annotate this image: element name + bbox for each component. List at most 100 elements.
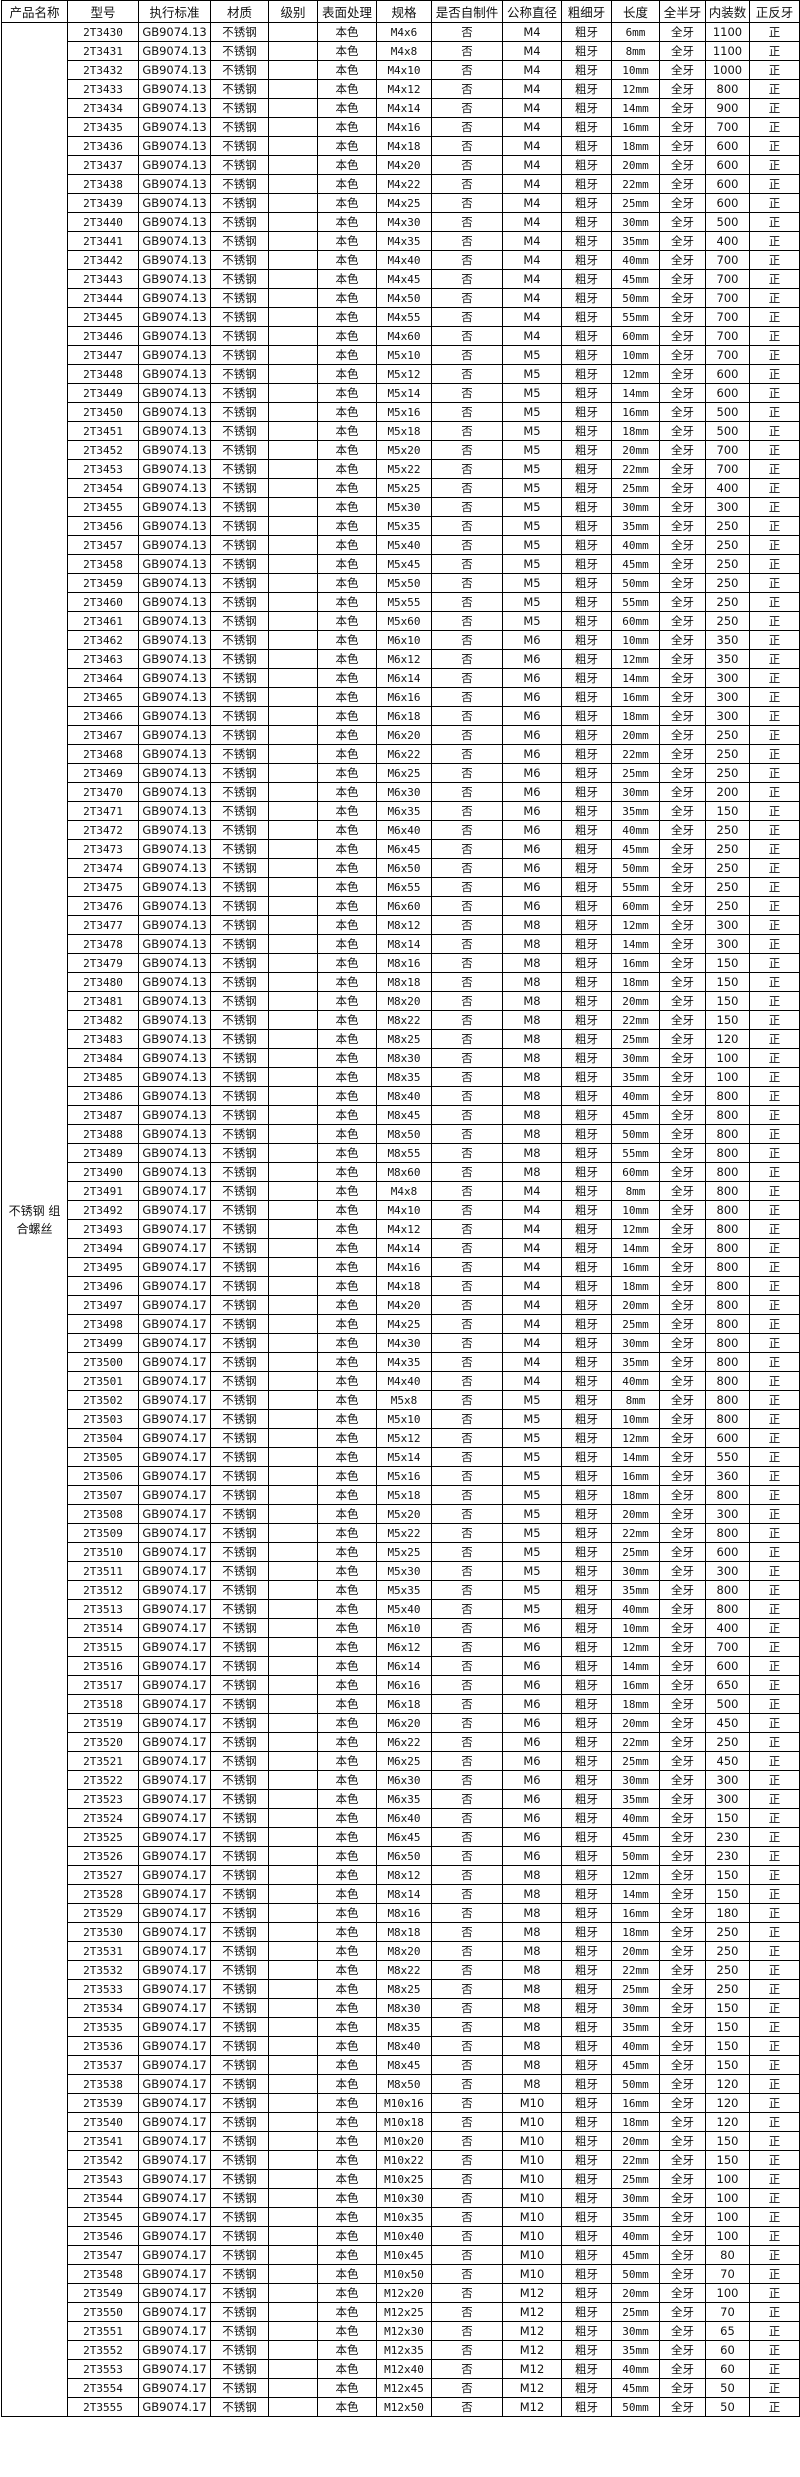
direction-cell: 正 — [749, 1504, 800, 1524]
surface-cell: 本色 — [317, 2131, 377, 2151]
model-cell: 2T3509 — [67, 1523, 139, 1543]
spec-cell: M12x30 — [376, 2321, 432, 2341]
length-cell: 12mm — [611, 1865, 660, 1885]
diameter-cell: M5 — [502, 1504, 562, 1524]
model-cell: 2T3453 — [67, 459, 139, 479]
quantity-cell: 150 — [705, 1865, 750, 1885]
header-length: 长度 — [611, 0, 660, 23]
grade-cell — [268, 2112, 318, 2132]
quantity-cell: 600 — [705, 174, 750, 194]
quantity-cell: 250 — [705, 744, 750, 764]
direction-cell: 正 — [749, 630, 800, 650]
diameter-cell: M8 — [502, 1067, 562, 1087]
full-half-cell: 全牙 — [659, 953, 706, 973]
quantity-cell: 100 — [705, 2283, 750, 2303]
table-row: 2T3473 GB9074.13 不锈钢 本色 M6x45 否 M6 粗牙 45mm 全牙 250 正 — [2, 839, 800, 859]
thread-cell: 粗牙 — [561, 763, 612, 783]
length-cell: 14mm — [611, 1656, 660, 1676]
spec-cell: M4x8 — [376, 1181, 432, 1201]
model-cell: 2T3520 — [67, 1732, 139, 1752]
thread-cell: 粗牙 — [561, 440, 612, 460]
standard-cell: GB9074.17 — [138, 1656, 211, 1676]
surface-cell: 本色 — [317, 1466, 377, 1486]
grade-cell — [268, 1390, 318, 1410]
spec-cell: M10x40 — [376, 2226, 432, 2246]
model-cell: 2T3480 — [67, 972, 139, 992]
length-cell: 14mm — [611, 1238, 660, 1258]
model-cell: 2T3542 — [67, 2150, 139, 2170]
self-made-cell: 否 — [431, 1447, 503, 1467]
grade-cell — [268, 1352, 318, 1372]
length-cell: 16mm — [611, 687, 660, 707]
material-cell: 不锈钢 — [210, 1124, 269, 1144]
thread-cell: 粗牙 — [561, 1238, 612, 1258]
spec-cell: M6x45 — [376, 1827, 432, 1847]
material-cell: 不锈钢 — [210, 1371, 269, 1391]
direction-cell: 正 — [749, 2017, 800, 2037]
quantity-cell: 230 — [705, 1846, 750, 1866]
self-made-cell: 否 — [431, 1808, 503, 1828]
surface-cell: 本色 — [317, 1067, 377, 1087]
table-row: 2T3552 GB9074.17 不锈钢 本色 M12x35 否 M12 粗牙 35mm 全牙 60… — [2, 2340, 800, 2360]
standard-cell: GB9074.17 — [138, 1998, 211, 2018]
material-cell: 不锈钢 — [210, 2207, 269, 2227]
direction-cell: 正 — [749, 1105, 800, 1125]
length-cell: 40mm — [611, 1599, 660, 1619]
table-row: 2T3486 GB9074.13 不锈钢 本色 M8x40 否 M8 粗牙 40mm 全牙 800 正 — [2, 1086, 800, 1106]
grade-cell — [268, 2188, 318, 2208]
quantity-cell: 60 — [705, 2340, 750, 2360]
surface-cell: 本色 — [317, 896, 377, 916]
self-made-cell: 否 — [431, 1162, 503, 1182]
product-name-cell: 不锈钢 组合螺丝 — [1, 22, 68, 2417]
self-made-cell: 否 — [431, 1048, 503, 1068]
material-cell: 不锈钢 — [210, 1390, 269, 1410]
quantity-cell: 100 — [705, 1067, 750, 1087]
direction-cell: 正 — [749, 2055, 800, 2075]
direction-cell: 正 — [749, 687, 800, 707]
diameter-cell: M10 — [502, 2112, 562, 2132]
direction-cell: 正 — [749, 554, 800, 574]
standard-cell: GB9074.17 — [138, 1789, 211, 1809]
surface-cell: 本色 — [317, 744, 377, 764]
standard-cell: GB9074.17 — [138, 1561, 211, 1581]
surface-cell: 本色 — [317, 1808, 377, 1828]
spec-cell: M6x30 — [376, 1770, 432, 1790]
table-row: 2T3533 GB9074.17 不锈钢 本色 M8x25 否 M8 粗牙 25mm 全牙 250 正 — [2, 1979, 800, 1999]
spec-cell: M8x40 — [376, 2036, 432, 2056]
model-cell: 2T3490 — [67, 1162, 139, 1182]
spec-cell: M4x14 — [376, 98, 432, 118]
full-half-cell: 全牙 — [659, 554, 706, 574]
material-cell: 不锈钢 — [210, 2397, 269, 2417]
thread-cell: 粗牙 — [561, 592, 612, 612]
spec-cell: M8x50 — [376, 1124, 432, 1144]
length-cell: 22mm — [611, 1732, 660, 1752]
diameter-cell: M4 — [502, 212, 562, 232]
quantity-cell: 300 — [705, 1789, 750, 1809]
standard-cell: GB9074.13 — [138, 896, 211, 916]
direction-cell: 正 — [749, 1523, 800, 1543]
grade-cell — [268, 364, 318, 384]
length-cell: 25mm — [611, 1542, 660, 1562]
quantity-cell: 100 — [705, 2207, 750, 2227]
spec-cell: M6x22 — [376, 744, 432, 764]
spec-cell: M4x40 — [376, 250, 432, 270]
standard-cell: GB9074.17 — [138, 1447, 211, 1467]
length-cell: 40mm — [611, 250, 660, 270]
surface-cell: 本色 — [317, 364, 377, 384]
table-row: 不锈钢 组合螺丝 2T3430 GB9074.13 不锈钢 本色 M4x6 否 M4 粗牙 6mm… — [1, 22, 800, 2417]
direction-cell: 正 — [749, 1694, 800, 1714]
direction-cell: 正 — [749, 1067, 800, 1087]
quantity-cell: 50 — [705, 2378, 750, 2398]
direction-cell: 正 — [749, 22, 800, 42]
table-row: 2T3482 GB9074.13 不锈钢 本色 M8x22 否 M8 粗牙 22mm 全牙 150 正 — [2, 1010, 800, 1030]
surface-cell: 本色 — [317, 858, 377, 878]
quantity-cell: 350 — [705, 630, 750, 650]
model-cell: 2T3530 — [67, 1922, 139, 1942]
grade-cell — [268, 98, 318, 118]
self-made-cell: 否 — [431, 2131, 503, 2151]
length-cell: 35mm — [611, 1352, 660, 1372]
model-cell: 2T3439 — [67, 193, 139, 213]
self-made-cell: 否 — [431, 839, 503, 859]
length-cell: 30mm — [611, 1998, 660, 2018]
quantity-cell: 800 — [705, 1105, 750, 1125]
